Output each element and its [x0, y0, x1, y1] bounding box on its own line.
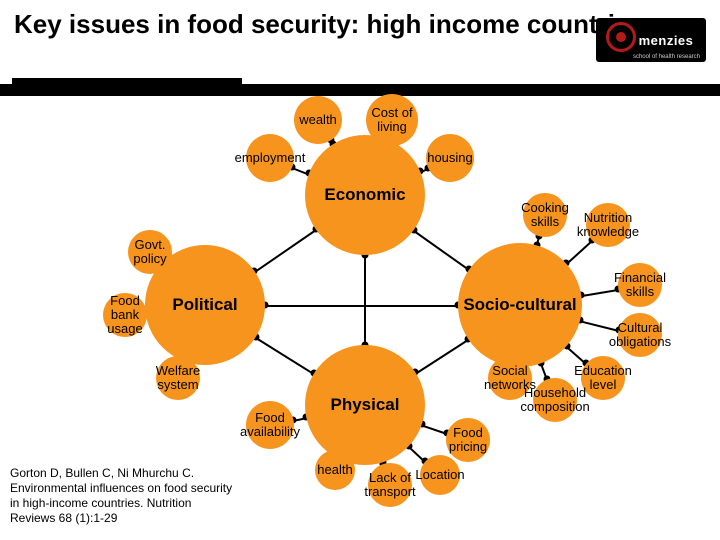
connector-line: [364, 256, 366, 346]
node-label-cultural: Culturalobligations: [590, 321, 690, 349]
diagram: EconomicPoliticalSocio-culturalPhysicalw…: [0, 0, 720, 540]
connector-line: [254, 229, 316, 273]
node-label-govtpolicy: Govt.policy: [100, 238, 200, 266]
node-label-finskills: Financialskills: [590, 271, 690, 299]
connector-line: [255, 337, 314, 375]
node-label-foodpricing: Foodpricing: [418, 426, 518, 454]
connector-line: [265, 305, 458, 307]
connector-line: [413, 230, 470, 271]
node-label-foodavail: Foodavailability: [220, 411, 320, 439]
node-label-costliving: Cost ofliving: [342, 106, 442, 134]
node-label-welfare: Welfaresystem: [128, 364, 228, 392]
hub-label-socio: Socio-cultural: [450, 295, 590, 315]
node-label-nutrition: Nutritionknowledge: [558, 211, 658, 239]
node-label-household: Householdcomposition: [505, 386, 605, 414]
connector-line: [565, 240, 592, 265]
node-label-foodbank: Foodbankusage: [75, 294, 175, 336]
node-label-location: Location: [390, 468, 490, 482]
node-label-employment: employment: [220, 151, 320, 165]
citation: Gorton D, Bullen C, Ni Mhurchu C. Enviro…: [10, 466, 240, 526]
slide: Key issues in food security: high income…: [0, 0, 720, 540]
hub-label-economic: Economic: [295, 185, 435, 205]
node-label-housing: housing: [400, 151, 500, 165]
